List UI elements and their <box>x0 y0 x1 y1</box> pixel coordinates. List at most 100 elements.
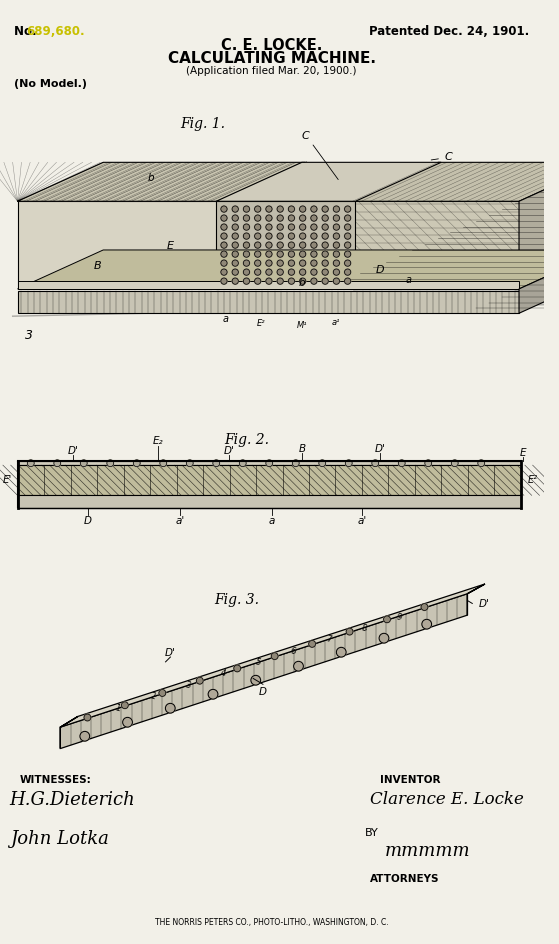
Polygon shape <box>17 496 521 509</box>
Text: mmmmm: mmmmm <box>385 841 470 859</box>
Circle shape <box>266 216 272 222</box>
Polygon shape <box>17 251 559 290</box>
Text: 9: 9 <box>395 612 402 621</box>
Text: 7: 7 <box>324 634 332 644</box>
Circle shape <box>243 278 249 285</box>
Text: INVENTOR: INVENTOR <box>380 774 440 784</box>
Circle shape <box>271 653 278 660</box>
Circle shape <box>232 261 238 267</box>
Circle shape <box>232 270 238 276</box>
Circle shape <box>186 461 193 467</box>
Polygon shape <box>216 202 356 290</box>
Circle shape <box>221 270 227 276</box>
Circle shape <box>243 252 249 258</box>
Circle shape <box>232 216 238 222</box>
Circle shape <box>234 666 240 672</box>
Circle shape <box>54 461 61 467</box>
Circle shape <box>221 225 227 231</box>
Circle shape <box>309 641 315 648</box>
Text: D': D' <box>479 598 490 609</box>
Circle shape <box>232 207 238 213</box>
Circle shape <box>300 216 306 222</box>
Text: B: B <box>299 443 305 453</box>
Circle shape <box>254 270 261 276</box>
Text: C: C <box>302 131 338 180</box>
Text: a': a' <box>358 515 367 525</box>
Circle shape <box>311 278 317 285</box>
Text: THE NORRIS PETERS CO., PHOTO-LITHO., WASHINGTON, D. C.: THE NORRIS PETERS CO., PHOTO-LITHO., WAS… <box>155 917 389 926</box>
Circle shape <box>372 461 378 467</box>
Circle shape <box>266 261 272 267</box>
Text: C: C <box>444 151 452 161</box>
Circle shape <box>344 225 350 231</box>
Circle shape <box>277 243 283 249</box>
Circle shape <box>165 703 175 714</box>
Circle shape <box>254 234 261 240</box>
Circle shape <box>254 252 261 258</box>
Circle shape <box>266 278 272 285</box>
Text: 8: 8 <box>359 623 367 632</box>
Circle shape <box>232 252 238 258</box>
Text: E': E' <box>2 474 12 484</box>
Circle shape <box>322 207 328 213</box>
Circle shape <box>422 619 432 630</box>
Text: Fig. 3.: Fig. 3. <box>214 592 259 606</box>
Circle shape <box>232 225 238 231</box>
Polygon shape <box>353 163 559 202</box>
Text: 4: 4 <box>219 668 226 678</box>
Circle shape <box>311 252 317 258</box>
Circle shape <box>322 278 328 285</box>
Text: WITNESSES:: WITNESSES: <box>20 774 91 784</box>
Text: a': a' <box>176 515 185 525</box>
Circle shape <box>221 234 227 240</box>
Circle shape <box>333 252 339 258</box>
Text: BY: BY <box>365 828 379 837</box>
Circle shape <box>300 270 306 276</box>
Circle shape <box>399 461 405 467</box>
Circle shape <box>277 278 283 285</box>
Circle shape <box>254 216 261 222</box>
Circle shape <box>311 225 317 231</box>
Circle shape <box>344 234 350 240</box>
Circle shape <box>333 261 339 267</box>
Circle shape <box>333 207 339 213</box>
Circle shape <box>232 278 238 285</box>
Circle shape <box>208 690 218 700</box>
Text: D: D <box>376 265 384 275</box>
Text: 689,680.: 689,680. <box>26 25 85 38</box>
Polygon shape <box>60 584 485 727</box>
Circle shape <box>288 225 295 231</box>
Circle shape <box>322 243 328 249</box>
Circle shape <box>243 270 249 276</box>
Circle shape <box>266 243 272 249</box>
Circle shape <box>300 243 306 249</box>
Circle shape <box>80 461 87 467</box>
Circle shape <box>333 216 339 222</box>
Circle shape <box>319 461 326 467</box>
Circle shape <box>277 207 283 213</box>
Circle shape <box>344 270 350 276</box>
Text: E₂: E₂ <box>153 435 163 446</box>
Text: E: E <box>167 241 174 251</box>
Circle shape <box>311 216 317 222</box>
Circle shape <box>300 207 306 213</box>
Circle shape <box>243 225 249 231</box>
Polygon shape <box>17 465 521 496</box>
Circle shape <box>243 261 249 267</box>
Circle shape <box>322 261 328 267</box>
Circle shape <box>311 243 317 249</box>
Circle shape <box>345 461 352 467</box>
Circle shape <box>160 461 167 467</box>
Text: Fig. 1.: Fig. 1. <box>180 116 225 130</box>
Text: D: D <box>84 515 92 525</box>
Circle shape <box>344 216 350 222</box>
Text: D': D' <box>68 446 78 455</box>
Polygon shape <box>17 202 219 290</box>
Polygon shape <box>60 594 467 749</box>
Circle shape <box>254 225 261 231</box>
Circle shape <box>288 234 295 240</box>
Circle shape <box>337 648 346 657</box>
Text: Clarence E. Locke: Clarence E. Locke <box>370 790 524 807</box>
Circle shape <box>277 270 283 276</box>
Circle shape <box>451 461 458 467</box>
